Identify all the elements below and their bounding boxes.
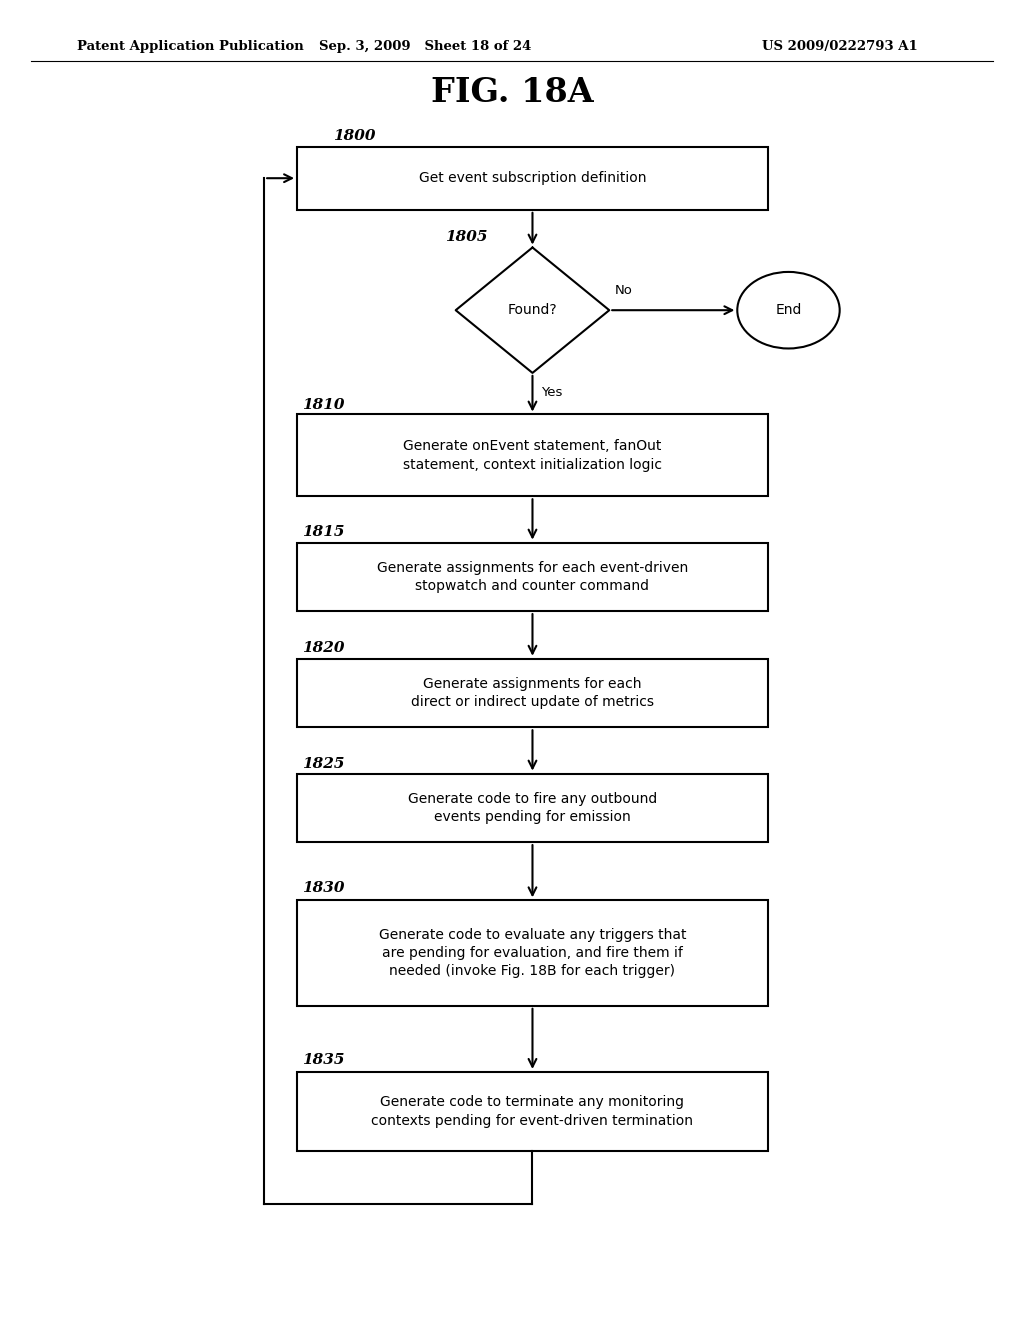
Ellipse shape [737, 272, 840, 348]
FancyBboxPatch shape [297, 147, 768, 210]
FancyBboxPatch shape [297, 659, 768, 727]
Text: Generate code to evaluate any triggers that
are pending for evaluation, and fire: Generate code to evaluate any triggers t… [379, 928, 686, 978]
Text: 1810: 1810 [302, 397, 345, 412]
Text: 1830: 1830 [302, 880, 345, 895]
Text: Generate assignments for each event-driven
stopwatch and counter command: Generate assignments for each event-driv… [377, 561, 688, 593]
Text: FIG. 18A: FIG. 18A [431, 75, 593, 108]
Text: Generate assignments for each
direct or indirect update of metrics: Generate assignments for each direct or … [411, 677, 654, 709]
FancyBboxPatch shape [297, 1072, 768, 1151]
Text: US 2009/0222793 A1: US 2009/0222793 A1 [762, 40, 918, 53]
Text: End: End [775, 304, 802, 317]
FancyBboxPatch shape [297, 900, 768, 1006]
Polygon shape [456, 248, 609, 372]
FancyBboxPatch shape [297, 414, 768, 496]
Text: 1820: 1820 [302, 640, 345, 655]
Text: Generate onEvent statement, fanOut
statement, context initialization logic: Generate onEvent statement, fanOut state… [403, 440, 662, 471]
Text: Sep. 3, 2009   Sheet 18 of 24: Sep. 3, 2009 Sheet 18 of 24 [318, 40, 531, 53]
Text: Yes: Yes [541, 385, 562, 399]
Text: 1825: 1825 [302, 756, 345, 771]
Text: Generate code to terminate any monitoring
contexts pending for event-driven term: Generate code to terminate any monitorin… [372, 1096, 693, 1127]
Text: Found?: Found? [508, 304, 557, 317]
Text: 1835: 1835 [302, 1052, 345, 1067]
Text: Generate code to fire any outbound
events pending for emission: Generate code to fire any outbound event… [408, 792, 657, 824]
Text: 1800: 1800 [333, 128, 376, 143]
FancyBboxPatch shape [297, 543, 768, 611]
Text: 1815: 1815 [302, 524, 345, 539]
Text: Get event subscription definition: Get event subscription definition [419, 172, 646, 185]
FancyBboxPatch shape [297, 774, 768, 842]
Text: Patent Application Publication: Patent Application Publication [77, 40, 303, 53]
Text: No: No [614, 284, 632, 297]
Text: 1805: 1805 [445, 230, 488, 244]
